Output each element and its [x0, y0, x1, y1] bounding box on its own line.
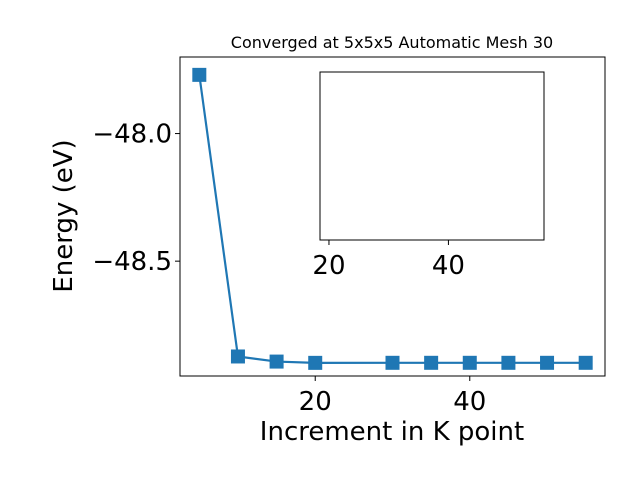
chart-title: Converged at 5x5x5 Automatic Mesh 30	[231, 33, 553, 52]
inset-x-tick-label: 40	[432, 251, 465, 281]
main-data-point	[501, 355, 516, 370]
main-data-point	[192, 67, 207, 82]
main-y-tick-label: −48.0	[92, 120, 172, 150]
main-data-point	[230, 349, 245, 364]
main-data-point	[540, 355, 555, 370]
main-data-point	[424, 355, 439, 370]
main-data-point	[578, 355, 593, 370]
main-data-point	[269, 354, 284, 369]
main-x-tick-label: 20	[299, 387, 332, 417]
y-axis-label: Energy (eV)	[49, 139, 79, 292]
inset-x-tick-label: 20	[312, 251, 345, 281]
main-y-tick-label: −48.5	[92, 247, 172, 277]
main-data-point	[462, 355, 477, 370]
main-series-line	[198, 74, 586, 364]
main-x-tick-label: 40	[453, 387, 486, 417]
x-axis-label: Increment in K point	[260, 417, 524, 447]
main-plot: 20 40 −48.0 −48.5	[92, 56, 606, 417]
main-data-point	[385, 355, 400, 370]
main-axes-frame	[179, 56, 606, 377]
inset-axes-frame	[319, 71, 545, 241]
main-data-point	[308, 355, 323, 370]
